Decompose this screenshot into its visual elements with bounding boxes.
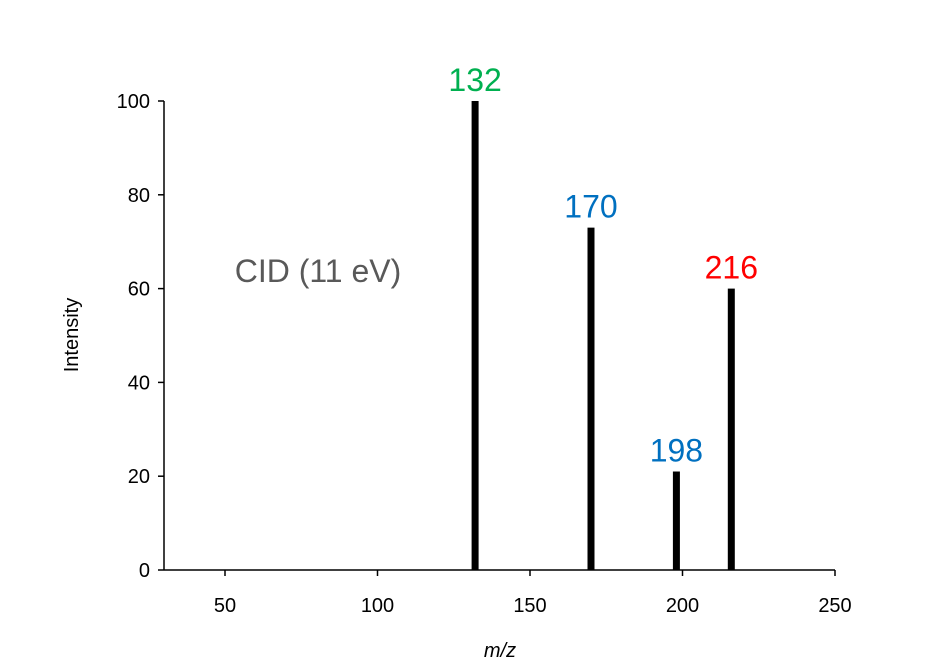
- x-tick-label: 100: [361, 595, 394, 617]
- y-tick-label: 0: [139, 560, 150, 582]
- y-tick-label: 80: [128, 185, 150, 207]
- x-tick-label: 150: [513, 595, 546, 617]
- y-tick-label: 40: [128, 372, 150, 394]
- y-axis-title: Intensity: [61, 298, 83, 372]
- x-axis-title: m/z: [484, 640, 516, 659]
- x-tick-label: 250: [818, 595, 851, 617]
- peak-bar-216: [727, 288, 735, 570]
- peak-label-198: 198: [650, 433, 703, 469]
- peak-labels: 132 170 198 216: [448, 62, 758, 469]
- peak-bars: [471, 101, 735, 570]
- x-tick-label: 50: [214, 595, 236, 617]
- x-tick-label: 200: [666, 595, 699, 617]
- peak-label-216: 216: [705, 250, 758, 286]
- y-axis-ticks: 0 20 40 60 80 100: [117, 91, 164, 582]
- y-tick-label: 100: [117, 91, 150, 113]
- annotation-text: CID (11 eV): [235, 253, 402, 289]
- peak-label-132: 132: [448, 62, 501, 98]
- x-axis-ticks: 50 100 150 200 250: [214, 570, 852, 617]
- y-tick-label: 60: [128, 279, 150, 301]
- peak-bar-198: [672, 471, 680, 570]
- y-tick-label: 20: [128, 466, 150, 488]
- peak-bar-170: [587, 227, 595, 570]
- peak-bar-132: [471, 101, 479, 570]
- peak-label-170: 170: [564, 189, 617, 225]
